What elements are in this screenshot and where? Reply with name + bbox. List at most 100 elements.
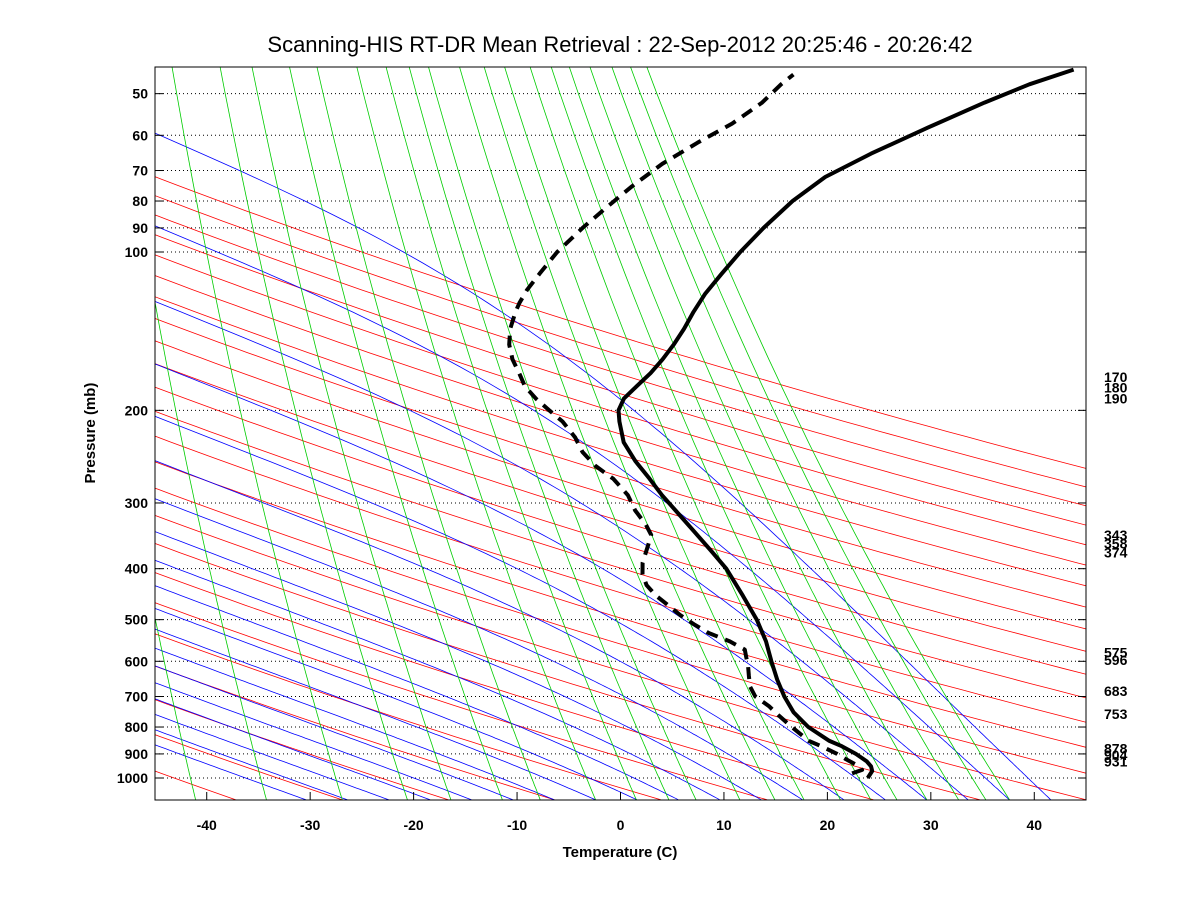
mixing-ratio-line [356, 67, 596, 800]
x-tick-label: -20 [403, 817, 423, 833]
mixing-ratio-line [289, 67, 503, 800]
moist-adiabat [155, 585, 679, 800]
moist-adiabat [155, 132, 1051, 800]
mixing-ratio-line [428, 67, 697, 800]
moist-adiabat [155, 744, 307, 800]
right-level-label: 596 [1104, 652, 1128, 668]
moist-adiabat [155, 698, 431, 800]
moist-adiabat [155, 415, 886, 800]
right-level-label: 683 [1104, 683, 1128, 699]
background-lines [155, 67, 1086, 800]
right-level-label: 358 [1104, 535, 1128, 551]
chart-title: Scanning-HIS RT-DR Mean Retrieval : 22-S… [267, 32, 972, 57]
mixing-ratio-line [155, 615, 196, 800]
mixing-ratio-line [529, 67, 841, 800]
moist-adiabat [155, 559, 720, 800]
dry-adiabat [155, 435, 1086, 723]
mixing-ratio-line [316, 67, 541, 800]
mixing-ratio-line [219, 67, 408, 800]
dry-adiabat [155, 461, 1086, 748]
dry-adiabat [155, 254, 1086, 546]
x-tick-label: 30 [923, 817, 939, 833]
right-level-label: 343 [1104, 527, 1128, 543]
moist-adiabat [155, 628, 596, 800]
mixing-ratio-line [611, 67, 959, 800]
y-tick-label: 50 [132, 86, 148, 102]
dry-adiabat [155, 234, 1086, 526]
moist-adiabat [155, 300, 969, 800]
moist-adiabat [155, 665, 513, 800]
dry-adiabat [155, 386, 1086, 675]
mixing-ratio-line [589, 67, 928, 800]
x-tick-label: 20 [820, 817, 836, 833]
moist-adiabat [155, 729, 348, 800]
dry-adiabat [155, 543, 980, 800]
mixing-ratio-line [385, 67, 637, 800]
moist-adiabat [155, 713, 389, 800]
x-tick-label: -40 [197, 817, 217, 833]
y-tick-label: 200 [125, 402, 149, 418]
mixing-ratio-line [483, 67, 776, 800]
mixing-ratio-line [459, 67, 741, 800]
x-tick-label: 0 [617, 817, 625, 833]
y-tick-label: 1000 [117, 770, 148, 786]
y-tick-label: 700 [125, 689, 149, 705]
right-level-label: 931 [1104, 754, 1128, 770]
mixing-ratio-line [630, 67, 987, 800]
mixing-ratio-line [408, 67, 670, 800]
dry-adiabat [155, 296, 1086, 587]
y-tick-label: 90 [132, 220, 148, 236]
x-axis-ticks: -40 -30 -20 -10 0 10 20 30 40 [197, 792, 1042, 833]
right-level-label: 753 [1104, 706, 1128, 722]
moist-adiabat [155, 682, 472, 800]
right-level-label: 170 [1104, 369, 1128, 385]
dry-adiabat [155, 195, 1086, 488]
y-tick-label: 900 [125, 746, 149, 762]
mixing-ratio-line [568, 67, 898, 800]
mixing-ratio-line [504, 67, 805, 800]
mixing-ratio-line [155, 300, 267, 800]
dry-adiabat [155, 602, 768, 800]
right-level-label: 904 [1104, 747, 1128, 763]
right-level-label: 878 [1104, 740, 1128, 756]
x-tick-label: -30 [300, 817, 320, 833]
series-temperature [616, 67, 1075, 780]
dry-adiabat [155, 572, 874, 800]
series-dewpoint [507, 73, 865, 776]
y-tick-label: 70 [132, 163, 148, 179]
dry-adiabat [155, 363, 1086, 652]
mixing-ratio-line [171, 67, 343, 800]
right-level-label: 575 [1104, 644, 1128, 660]
dry-adiabat [155, 633, 661, 800]
dry-adiabat [155, 214, 1086, 507]
y-axis-ticks: 50 60 70 80 90 100 200 300 400 500 600 700 800 900 100… [117, 86, 1086, 786]
y-tick-label: 800 [125, 719, 149, 735]
right-level-label: 180 [1104, 380, 1128, 396]
moist-adiabat [155, 531, 762, 800]
y-tick-label: 600 [125, 653, 149, 669]
dry-adiabat [155, 514, 1086, 800]
y-tick-label: 100 [125, 244, 149, 260]
x-tick-label: 10 [716, 817, 732, 833]
y-tick-label: 60 [132, 127, 148, 143]
x-tick-label: 40 [1026, 817, 1042, 833]
dry-adiabat [155, 487, 1086, 774]
moist-adiabat [155, 460, 845, 800]
moist-adiabat [155, 363, 927, 800]
y-tick-label: 80 [132, 193, 148, 209]
moist-adiabat [155, 647, 555, 800]
dry-adiabat [155, 318, 1086, 608]
right-level-label: 374 [1104, 545, 1128, 561]
dry-adiabat [155, 176, 1086, 469]
moist-adiabat [155, 607, 638, 800]
sounding-series [507, 67, 1075, 780]
mixing-ratio-line [646, 67, 1010, 800]
dry-adiabat [155, 275, 1086, 566]
y-axis-label: Pressure (mb) [82, 383, 99, 484]
y-tick-label: 400 [125, 561, 149, 577]
y-tick-label: 500 [125, 612, 149, 628]
